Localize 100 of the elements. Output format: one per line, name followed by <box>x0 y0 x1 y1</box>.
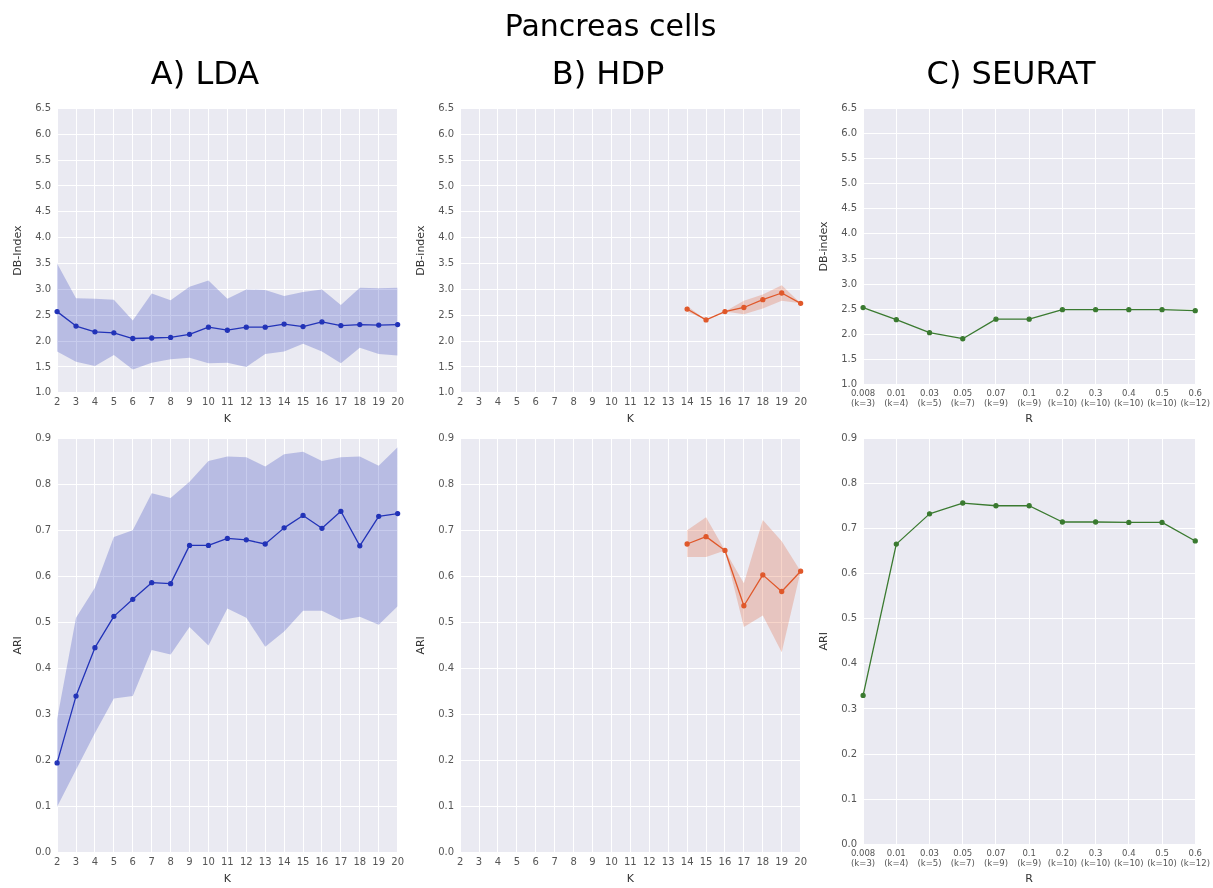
chart-title: A) LDA <box>150 53 260 92</box>
y-tick-label: 0.4 <box>841 657 858 669</box>
y-tick-label: 0.2 <box>438 754 455 766</box>
x-tick-label: 17 <box>334 856 348 868</box>
y-tick-label: 5.5 <box>35 153 52 165</box>
x-axis-title: K <box>626 872 635 886</box>
x-tick-label: 15 <box>296 396 310 408</box>
x-tick-label: 4 <box>91 396 99 408</box>
x-tick-label: 6 <box>532 856 539 868</box>
y-tick-label: 4.0 <box>35 231 52 243</box>
x-tick-label: 16 <box>718 856 732 868</box>
y-tick-label: 3.5 <box>841 252 858 264</box>
x-tick-label: 14 <box>277 396 291 408</box>
x-axis-title: K <box>223 872 232 886</box>
y-tick-label: 0.4 <box>438 662 455 674</box>
x-tick-label: 0.03 (k=5) <box>917 387 942 408</box>
y-tick-label: 1.0 <box>841 377 858 389</box>
x-tick-label: 10 <box>605 856 618 868</box>
x-tick-label: 15 <box>296 856 310 868</box>
y-tick-label: 0.7 <box>841 521 858 533</box>
y-axis-title: DB-index <box>414 225 428 276</box>
x-tick-label: 18 <box>353 396 367 408</box>
x-tick-label: 0.07 (k=9) <box>983 387 1009 408</box>
x-tick-label: 4 <box>494 856 502 868</box>
x-tick-label: 13 <box>661 856 675 868</box>
x-tick-label: 15 <box>699 396 713 408</box>
y-tick-label: 0.3 <box>438 708 455 720</box>
y-tick-label: 0.8 <box>841 476 858 488</box>
x-tick-label: 7 <box>148 856 155 868</box>
x-tick-label: 6 <box>129 396 136 408</box>
x-tick-label: 18 <box>756 856 770 868</box>
x-tick-label: 0.4 (k=10) <box>1114 387 1144 408</box>
y-tick-label: 4.0 <box>841 227 858 239</box>
y-tick-label: 6.5 <box>35 101 52 113</box>
x-tick-label: 2 <box>456 856 464 868</box>
y-tick-label: 0.3 <box>841 702 858 714</box>
y-tick-label: 1.5 <box>35 360 52 372</box>
x-tick-label: 7 <box>551 856 558 868</box>
y-tick-label: 3.0 <box>841 277 858 289</box>
x-tick-label: 5 <box>110 856 118 868</box>
x-tick-label: 12 <box>239 396 253 408</box>
x-tick-label: 16 <box>718 396 732 408</box>
x-axis-title: R <box>1025 872 1034 886</box>
x-tick-label: 20 <box>794 856 807 868</box>
text: Pancreas cells <box>503 8 718 43</box>
y-tick-label: 4.5 <box>438 205 455 217</box>
y-tick-label: 5.5 <box>841 152 858 164</box>
x-tick-label: 14 <box>277 856 291 868</box>
x-tick-label: 10 <box>202 856 215 868</box>
x-tick-label: 0.2 (k=10) <box>1047 847 1078 868</box>
x-tick-label: 20 <box>391 856 404 868</box>
x-tick-label: 10 <box>605 396 618 408</box>
x-tick-label: 0.1 (k=9) <box>1017 387 1042 408</box>
x-tick-label: 13 <box>661 396 675 408</box>
x-tick-label: 0.6 (k=12) <box>1180 387 1210 408</box>
y-tick-label: 2.0 <box>35 334 52 346</box>
y-tick-label: 1.5 <box>841 352 858 364</box>
y-axis-title: ARI <box>817 631 831 651</box>
y-tick-label: 0.5 <box>35 615 52 627</box>
x-tick-label: 4 <box>91 856 99 868</box>
x-tick-label: 9 <box>589 856 596 868</box>
x-tick-label: 18 <box>756 396 770 408</box>
x-tick-label: 8 <box>167 856 174 868</box>
y-tick-label: 0.2 <box>35 754 52 766</box>
x-tick-label: 8 <box>570 396 577 408</box>
x-tick-label: 17 <box>737 396 751 408</box>
y-tick-label: 0.2 <box>841 747 858 759</box>
x-tick-label: 20 <box>794 396 807 408</box>
x-tick-label: 11 <box>624 396 637 408</box>
x-tick-label: 14 <box>680 856 694 868</box>
x-tick-label: 13 <box>258 396 272 408</box>
x-tick-label: 12 <box>642 396 656 408</box>
x-tick-label: 3 <box>72 856 80 868</box>
y-tick-label: 5.5 <box>438 153 455 165</box>
x-tick-label: 2 <box>456 396 464 408</box>
x-tick-label: 17 <box>737 856 751 868</box>
x-tick-label: 0.01 (k=4) <box>884 387 909 408</box>
x-tick-label: 0.05 (k=7) <box>950 387 975 408</box>
x-tick-label: 17 <box>334 396 348 408</box>
x-tick-label: 12 <box>239 856 253 868</box>
y-tick-label: 2.5 <box>35 308 52 320</box>
x-tick-label: 8 <box>570 856 577 868</box>
x-tick-label: 11 <box>221 856 234 868</box>
x-tick-label: 0.6 (k=12) <box>1180 847 1210 868</box>
y-tick-label: 3.0 <box>35 282 52 294</box>
x-tick-label: 8 <box>167 396 174 408</box>
x-tick-label: 12 <box>642 856 656 868</box>
y-tick-label: 5.0 <box>841 177 858 189</box>
x-tick-label: 0.01 (k=4) <box>884 847 909 868</box>
x-tick-label: 7 <box>551 396 558 408</box>
x-tick-label: 16 <box>315 396 329 408</box>
y-axis-title: ARI <box>11 636 25 655</box>
y-tick-label: 3.5 <box>438 257 455 269</box>
y-tick-label: 5.0 <box>438 179 455 191</box>
y-tick-label: 2.5 <box>841 302 858 314</box>
y-tick-label: 0.5 <box>438 615 455 627</box>
y-tick-label: 1.0 <box>35 386 52 398</box>
y-tick-label: 0.6 <box>841 567 858 579</box>
x-tick-label: 0.3 (k=10) <box>1080 847 1111 868</box>
y-tick-label: 0.9 <box>438 431 455 443</box>
